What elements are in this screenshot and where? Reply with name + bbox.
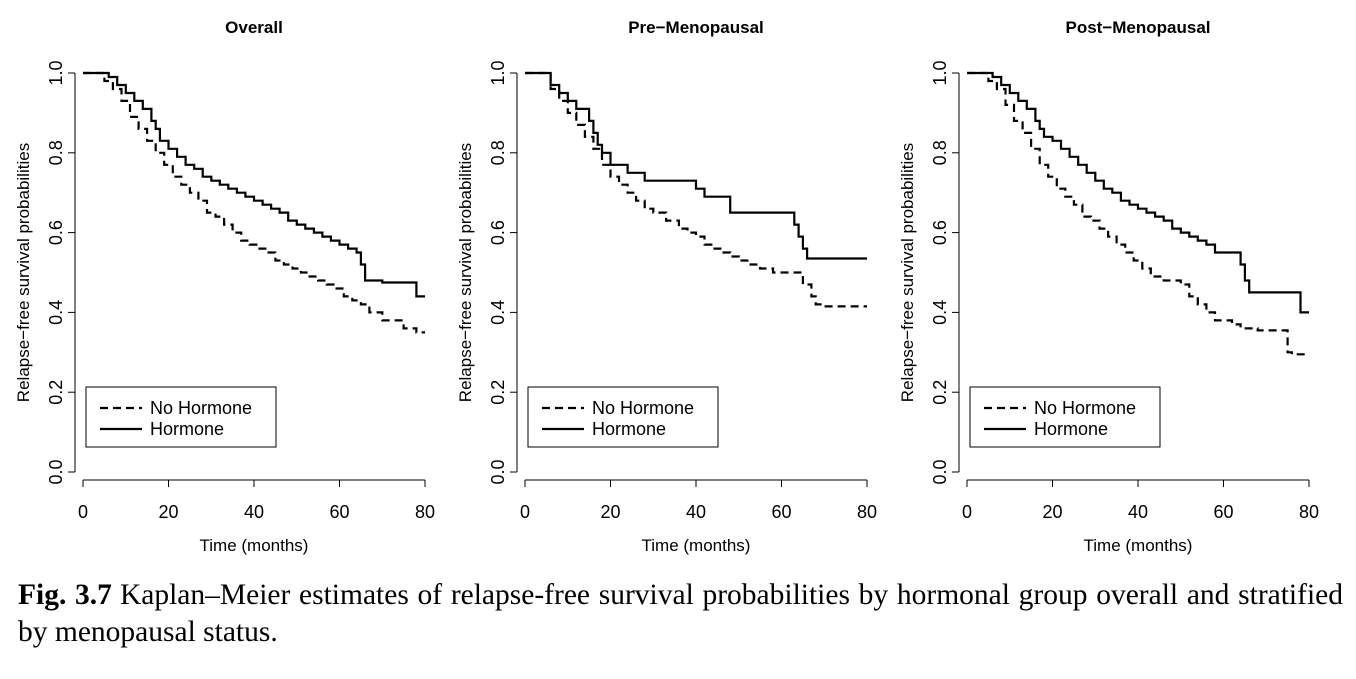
y-tick-label: 0.4 [930,300,950,325]
x-tick-label: 80 [415,502,435,522]
legend-label: No Hormone [150,398,252,418]
series-hormone-line [967,71,1309,314]
x-axis-label: Time (months) [642,536,751,555]
kaplan-meier-charts: Overall 0 20 40 60 80 Time (months) 0.0 0.2 0.4 0.… [14,18,1319,555]
legend-box [85,386,277,448]
y-tick-label: 0.6 [930,220,950,245]
y-tick-label: 0.8 [930,140,950,165]
x-tick-label: 60 [329,502,349,522]
y-tick-label: 0.4 [46,300,66,325]
x-tick-label: 40 [1128,502,1148,522]
figure-caption: Fig. 3.7 Kaplan–Meier estimates of relaps… [18,577,1343,651]
y-axis-label: Relapse−free survival probabilities [14,143,33,402]
x-tick-label: 0 [78,502,88,522]
y-tick-label: 0.2 [930,380,950,405]
caption-text: Kaplan–Meier estimates of relapse-free s… [18,579,1343,648]
y-tick-label: 0.2 [46,380,66,405]
chart-title: Pre−Menopausal [628,18,764,37]
series-no-hormone-line [83,71,425,334]
y-tick-label: 0.6 [46,220,66,245]
series-no-hormone-line [525,71,867,308]
figure-label: Fig. 3.7 [18,579,112,611]
y-tick-label: 1.0 [46,60,66,85]
x-axis-label: Time (months) [200,536,309,555]
series-no-hormone-line [967,71,1309,356]
x-axis-label: Time (months) [1084,536,1193,555]
series-hormone-line [525,71,867,260]
x-tick-label: 80 [1299,502,1319,522]
y-tick-label: 1.0 [488,60,508,85]
legend-label: Hormone [150,419,224,439]
x-tick-label: 0 [520,502,530,522]
legend-box [969,386,1161,448]
legend-box [527,386,719,448]
chart-title: Post−Menopausal [1065,18,1210,37]
y-tick-label: 0.0 [930,459,950,484]
legend-label: Hormone [1034,419,1108,439]
y-tick-label: 0.8 [46,140,66,165]
y-tick-label: 1.0 [930,60,950,85]
legend-label: No Hormone [1034,398,1136,418]
legend-label: Hormone [592,419,666,439]
x-tick-label: 20 [600,502,620,522]
y-axis-label: Relapse−free survival probabilities [456,143,475,402]
y-axis-label: Relapse−free survival probabilities [898,143,917,402]
chart-title: Overall [225,18,283,37]
y-tick-label: 0.8 [488,140,508,165]
figure-panels: Overall 0 20 40 60 80 Time (months) 0.0 0.2 0.4 0.… [14,18,1319,555]
x-tick-label: 20 [1042,502,1062,522]
y-tick-label: 0.0 [46,459,66,484]
y-tick-label: 0.0 [488,459,508,484]
x-tick-label: 60 [771,502,791,522]
legend-label: No Hormone [592,398,694,418]
y-tick-label: 0.6 [488,220,508,245]
x-tick-label: 0 [962,502,972,522]
x-tick-label: 80 [857,502,877,522]
series-hormone-line [83,71,425,298]
x-tick-label: 40 [686,502,706,522]
y-tick-label: 0.4 [488,300,508,325]
x-tick-label: 40 [244,502,264,522]
x-tick-label: 60 [1213,502,1233,522]
x-tick-label: 20 [158,502,178,522]
y-tick-label: 0.2 [488,380,508,405]
